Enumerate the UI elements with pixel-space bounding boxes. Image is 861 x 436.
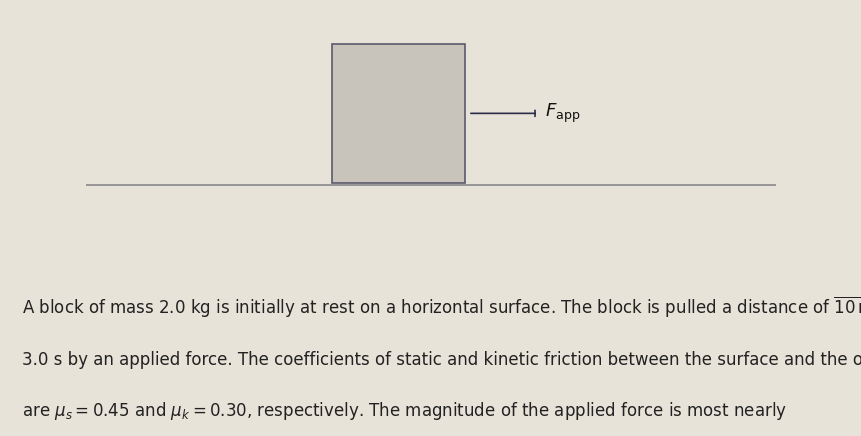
Text: A block of mass 2.0 kg is initially at rest on a horizontal surface. The block i: A block of mass 2.0 kg is initially at r… (22, 295, 861, 320)
Bar (331, 44, 465, 183)
Text: are $\mu_s = 0.45$ and $\mu_k = 0.30$, respectively. The magnitude of the applie: are $\mu_s = 0.45$ and $\mu_k = 0.30$, r… (22, 400, 786, 422)
Text: $F_{\mathrm{app}}$: $F_{\mathrm{app}}$ (544, 102, 579, 125)
Text: 3.0 s by an applied force. The coefficients of static and kinetic friction betwe: 3.0 s by an applied force. The coefficie… (22, 351, 861, 369)
